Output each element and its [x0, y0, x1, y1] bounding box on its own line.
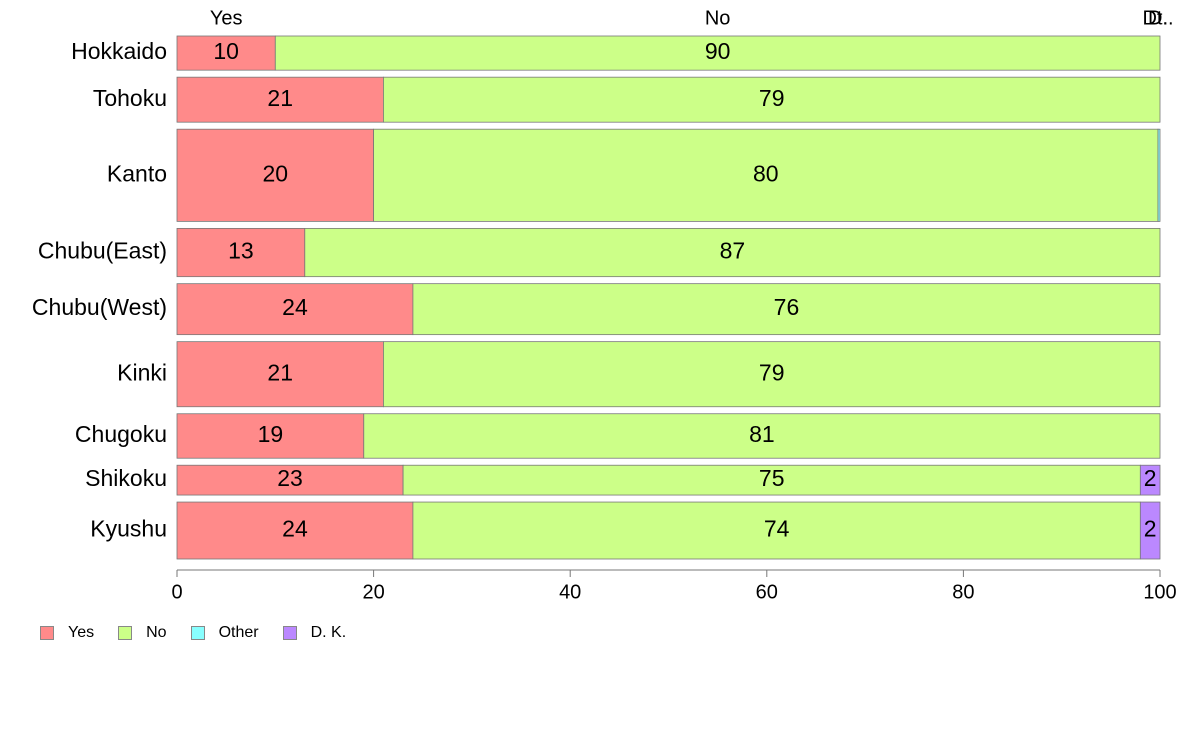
legend-item-no: No	[118, 624, 167, 642]
x-tick-label: 80	[952, 581, 974, 603]
data-label: 2	[1144, 465, 1157, 491]
top-label: Yes	[210, 7, 243, 29]
bar-segment	[402, 464, 1141, 496]
data-label: 80	[753, 160, 779, 186]
bar-segment	[176, 341, 384, 408]
bar-segment	[363, 413, 1161, 459]
data-label: 79	[759, 359, 785, 385]
category-label: Shikoku	[85, 465, 167, 491]
bar-segment	[304, 227, 1161, 278]
bar-segment	[1139, 464, 1161, 496]
top-label: No	[705, 7, 731, 29]
legend-swatch-no	[118, 626, 133, 640]
x-tick-label: 100	[1143, 581, 1176, 603]
data-label: 24	[282, 516, 308, 542]
data-label: 21	[267, 85, 293, 111]
legend-swatch-other	[190, 626, 205, 640]
data-label: 79	[759, 85, 785, 111]
x-tick-label: 40	[559, 581, 581, 603]
bar-segment	[412, 283, 1161, 336]
category-label: Kanto	[107, 160, 167, 186]
bar-segment	[274, 35, 1161, 71]
bar-segment	[176, 227, 306, 278]
data-label: 19	[258, 421, 284, 447]
data-label: 24	[282, 294, 308, 320]
legend-label-dk: D. K.	[310, 624, 347, 641]
bar-segment	[1139, 501, 1161, 560]
category-label: Tohoku	[93, 85, 167, 111]
legend-label-other: Other	[218, 624, 259, 641]
bar-segment	[176, 128, 375, 222]
data-label: 90	[705, 38, 731, 64]
bar-segment	[373, 128, 1159, 222]
data-label: 75	[759, 465, 785, 491]
x-tick-label: 20	[362, 581, 384, 603]
bar-segment	[176, 501, 414, 560]
category-label: Chubu(West)	[32, 294, 167, 320]
data-label: 76	[774, 294, 800, 320]
data-label: 10	[213, 38, 239, 64]
legend: Yes No Other D. K.	[40, 624, 370, 642]
bar-segment	[176, 283, 414, 336]
legend-swatch-yes	[40, 626, 54, 640]
category-label: Kinki	[117, 359, 167, 385]
bar-segment	[1157, 128, 1161, 222]
legend-item-yes: Yes	[40, 624, 94, 642]
category-label: Chugoku	[75, 421, 167, 447]
data-label: 81	[749, 421, 775, 447]
category-label: Hokkaido	[71, 38, 167, 64]
bar-segment	[176, 464, 404, 496]
bar-segment	[176, 35, 276, 71]
data-label: 87	[720, 238, 746, 264]
legend-item-other: Other	[190, 624, 259, 642]
category-label: Chubu(East)	[38, 238, 167, 264]
data-label: 2	[1144, 516, 1157, 542]
x-tick-label: 60	[756, 581, 778, 603]
legend-label-yes: Yes	[68, 624, 95, 641]
data-label: 74	[764, 516, 790, 542]
bar-segment	[383, 76, 1161, 123]
legend-swatch-dk	[282, 626, 297, 640]
category-label: Kyushu	[90, 516, 167, 542]
data-label: 23	[277, 465, 303, 491]
data-label: 21	[267, 359, 293, 385]
legend-label-no: No	[146, 624, 167, 641]
top-label: D.	[1148, 7, 1168, 29]
data-label: 20	[263, 160, 289, 186]
bar-segment	[176, 413, 365, 459]
data-label: 13	[228, 238, 254, 264]
bar-segment	[383, 341, 1161, 408]
bar-segment	[176, 76, 384, 123]
x-tick-label: 0	[171, 581, 182, 603]
top-label: Dt..	[1142, 7, 1173, 29]
legend-item-dk: D. K.	[282, 624, 347, 642]
